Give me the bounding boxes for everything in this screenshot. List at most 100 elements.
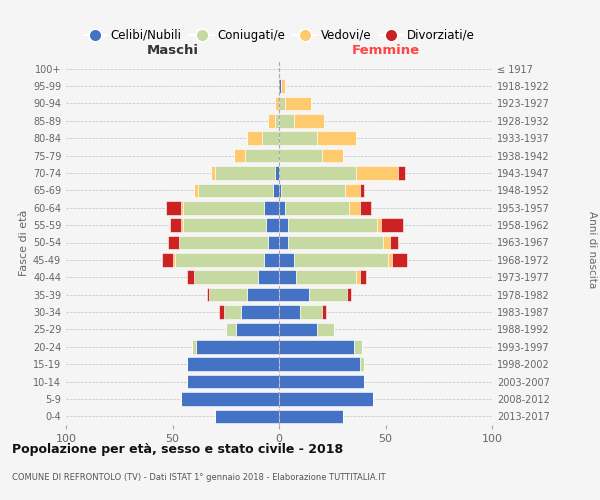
Bar [287, 218, 377, 232]
Bar [198, 184, 272, 197]
Bar [360, 270, 367, 284]
Bar [209, 288, 247, 302]
Bar [196, 340, 279, 353]
Bar [268, 114, 275, 128]
Bar [181, 201, 183, 214]
Y-axis label: Fasce di età: Fasce di età [19, 210, 29, 276]
Bar [181, 218, 183, 232]
Bar [258, 270, 279, 284]
Bar [398, 166, 404, 180]
Bar [345, 184, 360, 197]
Bar [279, 166, 356, 180]
Bar [183, 201, 264, 214]
Bar [356, 270, 360, 284]
Bar [281, 184, 345, 197]
Bar [360, 184, 364, 197]
Bar [175, 253, 264, 266]
Bar [279, 392, 373, 406]
Bar [317, 322, 334, 336]
Bar [286, 96, 311, 110]
Bar [264, 253, 279, 266]
Bar [279, 253, 294, 266]
Bar [226, 322, 236, 336]
Bar [279, 149, 322, 162]
Bar [275, 96, 279, 110]
Text: Anni di nascita: Anni di nascita [587, 212, 597, 288]
Bar [166, 201, 181, 214]
Bar [194, 184, 198, 197]
Bar [279, 270, 296, 284]
Bar [309, 288, 347, 302]
Bar [322, 305, 326, 319]
Bar [279, 236, 287, 250]
Bar [317, 132, 356, 145]
Bar [279, 201, 286, 214]
Bar [183, 218, 266, 232]
Bar [224, 305, 241, 319]
Bar [179, 236, 268, 250]
Bar [187, 358, 279, 371]
Bar [279, 340, 353, 353]
Bar [241, 305, 279, 319]
Bar [281, 80, 286, 93]
Bar [279, 288, 309, 302]
Bar [286, 201, 349, 214]
Bar [236, 322, 279, 336]
Bar [383, 236, 390, 250]
Bar [215, 410, 279, 423]
Text: Femmine: Femmine [352, 44, 419, 58]
Bar [347, 288, 352, 302]
Bar [353, 340, 362, 353]
Bar [266, 218, 279, 232]
Bar [279, 410, 343, 423]
Bar [272, 184, 279, 197]
Legend: Celibi/Nubili, Coniugati/e, Vedovi/e, Divorziati/e: Celibi/Nubili, Coniugati/e, Vedovi/e, Di… [79, 24, 479, 46]
Bar [262, 132, 279, 145]
Bar [170, 218, 181, 232]
Bar [279, 322, 317, 336]
Bar [322, 149, 343, 162]
Text: Maschi: Maschi [146, 44, 199, 58]
Bar [279, 358, 360, 371]
Bar [275, 166, 279, 180]
Bar [287, 236, 383, 250]
Bar [279, 375, 364, 388]
Bar [294, 114, 324, 128]
Bar [360, 358, 364, 371]
Bar [187, 270, 194, 284]
Bar [279, 218, 287, 232]
Bar [279, 184, 281, 197]
Bar [191, 340, 196, 353]
Bar [294, 253, 388, 266]
Bar [377, 218, 381, 232]
Bar [247, 288, 279, 302]
Bar [234, 149, 245, 162]
Bar [296, 270, 356, 284]
Bar [388, 253, 392, 266]
Bar [220, 305, 224, 319]
Bar [215, 166, 275, 180]
Bar [211, 166, 215, 180]
Bar [392, 253, 407, 266]
Bar [187, 375, 279, 388]
Bar [360, 201, 371, 214]
Bar [279, 305, 301, 319]
Bar [301, 305, 322, 319]
Bar [279, 80, 281, 93]
Text: COMUNE DI REFRONTOLO (TV) - Dati ISTAT 1° gennaio 2018 - Elaborazione TUTTITALIA: COMUNE DI REFRONTOLO (TV) - Dati ISTAT 1… [12, 473, 386, 482]
Bar [247, 132, 262, 145]
Bar [390, 236, 398, 250]
Bar [279, 132, 317, 145]
Bar [194, 270, 258, 284]
Bar [173, 253, 175, 266]
Bar [168, 236, 179, 250]
Bar [275, 114, 279, 128]
Bar [206, 288, 209, 302]
Text: Popolazione per età, sesso e stato civile - 2018: Popolazione per età, sesso e stato civil… [12, 442, 343, 456]
Bar [245, 149, 279, 162]
Bar [268, 236, 279, 250]
Bar [181, 392, 279, 406]
Bar [264, 201, 279, 214]
Bar [279, 96, 286, 110]
Bar [381, 218, 403, 232]
